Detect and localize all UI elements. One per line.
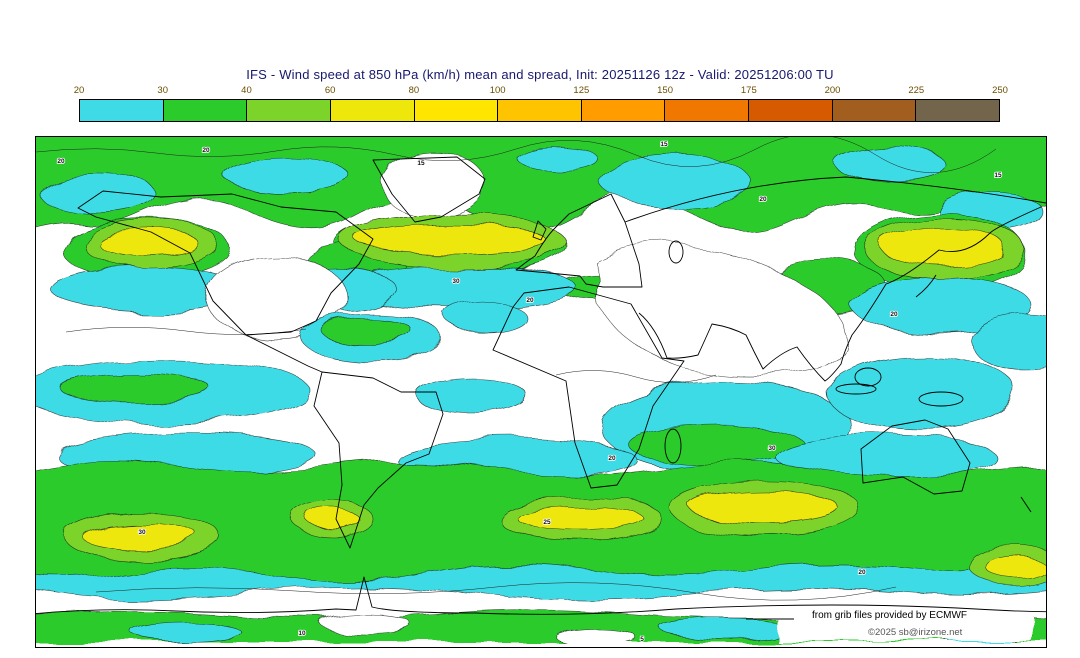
chart-title: IFS - Wind speed at 850 hPa (km/h) mean … <box>246 67 834 82</box>
field-layer <box>36 137 1046 647</box>
colorbar-tick-label: 150 <box>657 85 674 96</box>
contour-label: 10 <box>298 630 306 637</box>
colorbar-segment <box>665 100 750 121</box>
colorbar-segment <box>163 100 248 121</box>
contour-label: 25 <box>543 519 551 526</box>
colorbar-tick-label: 200 <box>824 85 841 96</box>
colorbar-segment <box>414 100 499 121</box>
colorbar-segment <box>498 100 582 121</box>
colorbar-tick-label: 225 <box>908 85 925 96</box>
copyright-text: ©2025 sb@irizone.net <box>868 627 963 638</box>
contour-label: 20 <box>608 455 616 462</box>
colorbar <box>79 99 1000 122</box>
colorbar-segment <box>247 100 331 121</box>
map-canvas: 15 20 20 15 20 15 30 20 20 20 30 30 25 20 10 5 <box>36 137 1046 647</box>
contour-labels: 15 20 20 15 20 15 30 20 20 20 30 30 25 20 10 5 <box>57 140 1003 644</box>
colorbar-segment <box>916 100 1000 121</box>
colorbar-tick-label: 125 <box>573 85 590 96</box>
contour-label: 5 <box>640 636 644 643</box>
colorbar-tick-label: 30 <box>157 85 169 96</box>
attribution-text: from grib files provided by ECMWF <box>812 610 968 621</box>
contour-label: 20 <box>57 158 65 165</box>
contour-label: 15 <box>417 160 425 167</box>
contour-label: 20 <box>202 147 210 154</box>
colorbar-tick-label: 20 <box>73 85 85 96</box>
contour-label: 20 <box>858 569 866 576</box>
weather-map: 15 20 20 15 20 15 30 20 20 20 30 30 25 20 10 5 <box>35 136 1047 648</box>
colorbar-segment <box>749 100 833 121</box>
colorbar-tick-label: 40 <box>241 85 252 96</box>
colorbar-tick-label: 250 <box>992 85 1008 96</box>
contour-label: 20 <box>526 297 534 304</box>
colorbar-segment <box>832 100 917 121</box>
colorbar-segment <box>581 100 666 121</box>
contour-label: 20 <box>759 196 767 203</box>
colorbar-tick-label: 80 <box>408 85 420 96</box>
coastlines <box>36 156 1046 620</box>
contour-label: 20 <box>890 311 898 318</box>
colorbar-segment <box>330 100 415 121</box>
colorbar-tick-label: 175 <box>740 85 757 96</box>
colorbar-tick-label: 60 <box>324 85 336 96</box>
colorbar-tick-labels: 20 30 40 60 80 100 125 150 175 200 225 250 <box>74 85 1008 97</box>
contour-label: 30 <box>768 445 776 452</box>
contour-label: 30 <box>452 278 460 285</box>
colorbar-segment <box>80 100 164 121</box>
contour-label: 15 <box>660 141 668 148</box>
contour-label: 15 <box>994 172 1002 179</box>
colorbar-tick-label: 100 <box>489 85 506 96</box>
contour-label: 30 <box>138 529 146 536</box>
